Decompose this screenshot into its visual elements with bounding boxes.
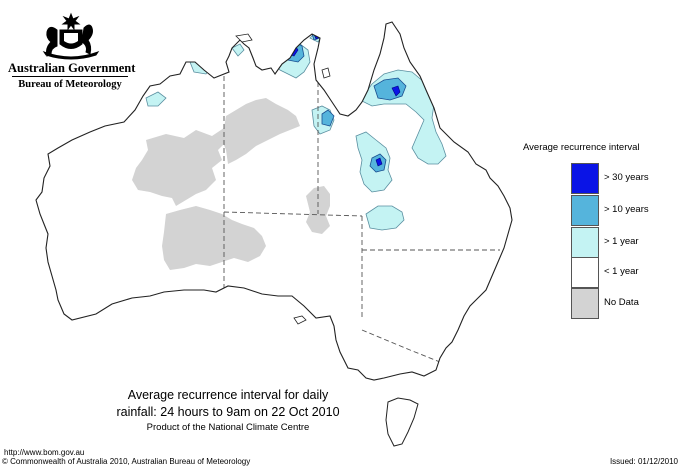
issued-date: Issued: 01/12/2010 bbox=[609, 457, 678, 466]
legend-label: > 1 year bbox=[604, 236, 639, 247]
legend-swatch bbox=[571, 288, 599, 319]
website-url: http://www.bom.gov.au bbox=[4, 448, 85, 457]
legend-item-over-30-years: > 30 years bbox=[571, 163, 680, 195]
legend-item-over-1-year: > 1 year bbox=[571, 227, 680, 259]
legend-swatch bbox=[571, 257, 599, 288]
kangaroo-island bbox=[293, 315, 307, 325]
government-title: Australian Government bbox=[8, 61, 136, 75]
bathurst-island bbox=[235, 33, 253, 43]
legend-label: > 30 years bbox=[604, 172, 649, 183]
commonwealth-star-icon bbox=[61, 12, 81, 31]
copyright-notice: © Commonwealth of Australia 2010, Austra… bbox=[2, 457, 251, 466]
groote-island bbox=[321, 67, 331, 79]
header-divider bbox=[12, 76, 128, 77]
legend-swatch bbox=[571, 163, 599, 194]
legend-swatch bbox=[571, 227, 599, 258]
legend-swatch bbox=[571, 195, 599, 226]
legend-item-under-1-year: < 1 year bbox=[571, 257, 680, 289]
emu-icon bbox=[81, 24, 93, 55]
no-data-region bbox=[132, 98, 330, 270]
department-title: Bureau of Meteorology bbox=[18, 79, 122, 90]
legend-label: < 1 year bbox=[604, 266, 639, 277]
caption-line-3: Product of the National Climate Centre bbox=[146, 422, 310, 433]
legend-item-no-data: No Data bbox=[571, 288, 680, 320]
legend-item-over-10-years: > 10 years bbox=[571, 195, 680, 227]
wattle-wreath-icon bbox=[42, 50, 100, 60]
legend-title: Average recurrence interval bbox=[523, 142, 640, 153]
state-borders bbox=[223, 58, 500, 363]
legend-label: > 10 years bbox=[604, 204, 649, 215]
caption-line-2: rainfall: 24 hours to 9am on 22 Oct 2010 bbox=[116, 405, 340, 419]
legend-label: No Data bbox=[604, 297, 639, 308]
kangaroo-icon bbox=[46, 26, 58, 57]
tasmania-island bbox=[385, 397, 419, 447]
caption-line-1: Average recurrence interval for daily bbox=[127, 388, 329, 402]
